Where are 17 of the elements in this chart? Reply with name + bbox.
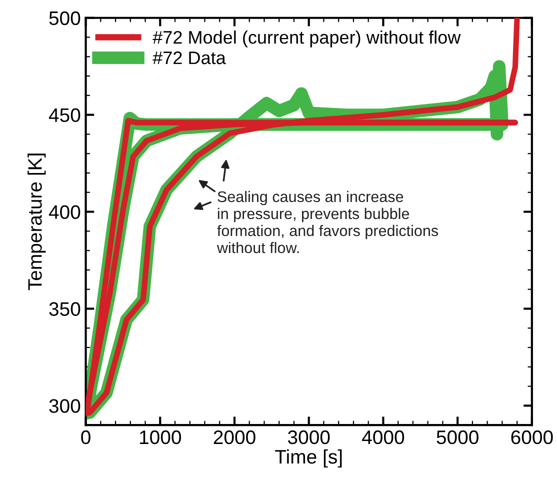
y-axis-title: Temperature [K]	[28, 154, 46, 290]
x-tick-label: 0	[81, 430, 90, 444]
x-tick-label: 4000	[362, 430, 404, 444]
x-tick-label: 1000	[140, 430, 182, 444]
y-tick-label: 500	[49, 11, 80, 26]
y-tick-label: 400	[48, 205, 80, 219]
legend-label: #72 Model (current paper) without flow	[152, 30, 461, 48]
x-tick-label: 2000	[214, 430, 256, 444]
legend-label: #72 Data	[152, 51, 226, 64]
y-tick-label: 450	[48, 108, 80, 122]
y-tick-label: 350	[49, 302, 80, 316]
y-tick-label: 300	[49, 399, 80, 413]
x-tick-label: 5000	[436, 430, 478, 444]
annotation: Sealing causes an increase in pressure, prevents bubble formation, and favors predictions without flow.	[216, 190, 438, 254]
x-tick-label: 6000	[511, 430, 553, 444]
x-axis-title: Time [s]	[275, 449, 342, 468]
x-tick-label: 3000	[288, 430, 330, 444]
